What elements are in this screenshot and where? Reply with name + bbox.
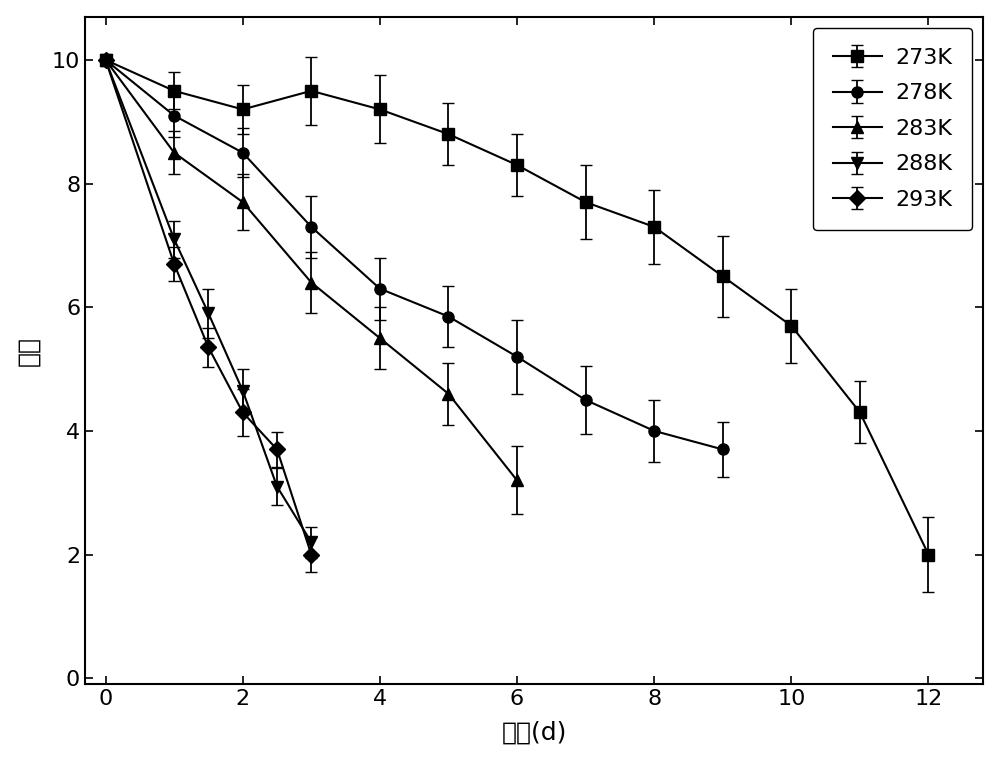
Legend: 273K, 278K, 283K, 288K, 293K: 273K, 278K, 283K, 288K, 293K <box>813 28 972 230</box>
Y-axis label: 感官: 感官 <box>17 336 41 365</box>
X-axis label: 时间(d): 时间(d) <box>501 721 567 744</box>
